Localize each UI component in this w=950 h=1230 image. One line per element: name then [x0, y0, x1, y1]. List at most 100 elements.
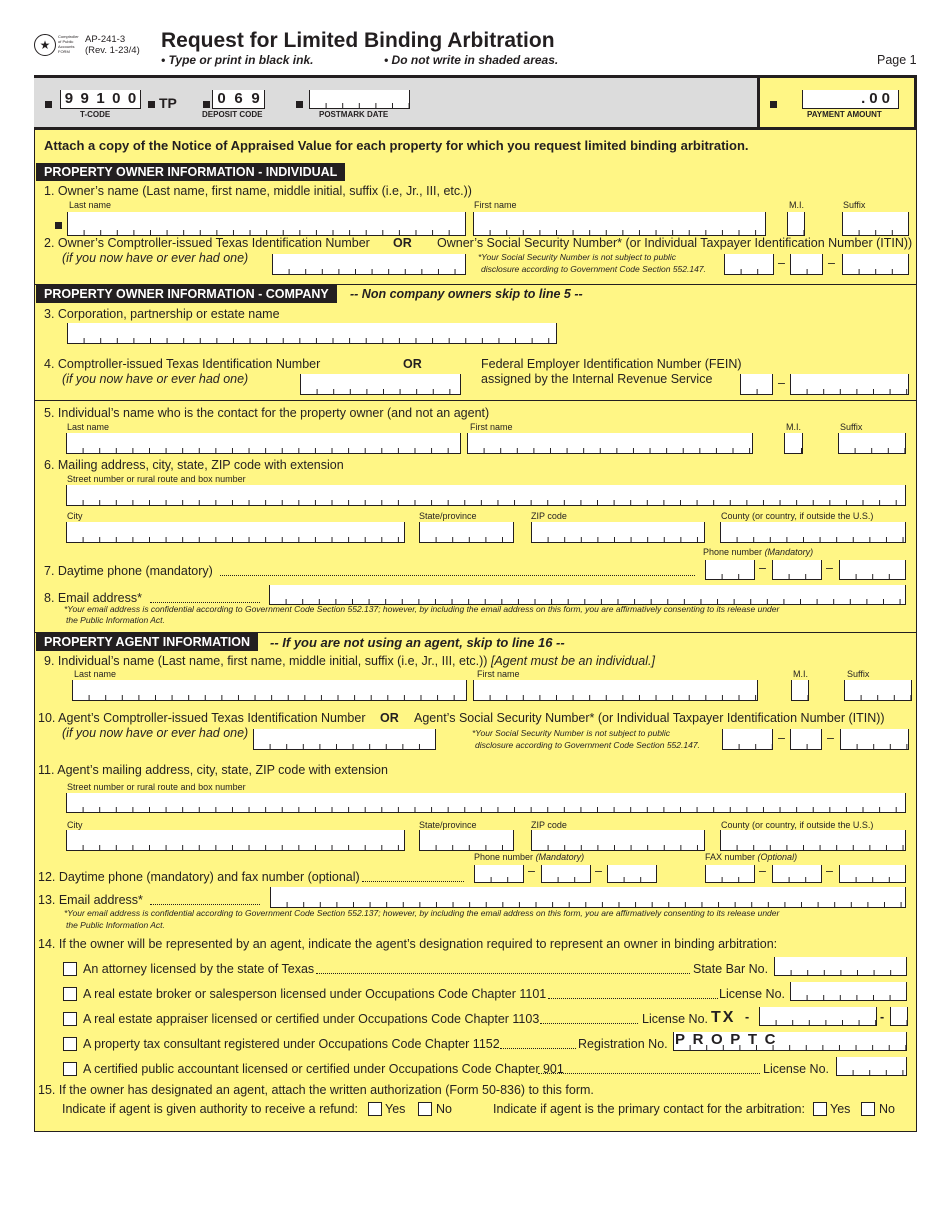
company-texas-id-input[interactable] — [300, 374, 461, 395]
section-header-individual: PROPERTY OWNER INFORMATION - INDIVIDUAL — [36, 163, 346, 181]
zip-label: ZIP code — [531, 820, 567, 830]
corporation-name-input[interactable] — [67, 323, 557, 344]
agent-suffix-input[interactable] — [844, 680, 912, 701]
mi-label: M.I. — [789, 200, 804, 210]
agent-email-input[interactable] — [270, 887, 906, 908]
agent-ssn-part2[interactable] — [790, 729, 822, 750]
agent-fax-area[interactable] — [705, 865, 755, 883]
registration-prefix: PROPTC — [675, 1031, 784, 1048]
contact-mi-input[interactable] — [784, 433, 803, 454]
owner-email-input[interactable] — [269, 585, 906, 605]
mi-label: M.I. — [786, 422, 801, 432]
owner-phone-area[interactable] — [705, 560, 755, 580]
real-estate-broker-checkbox[interactable] — [63, 987, 77, 1001]
refund-no-checkbox[interactable] — [418, 1102, 432, 1116]
agent-last-name-input[interactable] — [72, 680, 467, 701]
fax-label: FAX number (Optional) — [705, 852, 798, 862]
dot-leader — [362, 881, 464, 882]
separator: - — [745, 1010, 750, 1024]
cpa-license-input[interactable] — [836, 1057, 907, 1076]
yes-label: Yes — [830, 1102, 851, 1116]
agent-phone-prefix[interactable] — [541, 865, 591, 883]
line-2-sub: (if you now have or ever had one) — [62, 251, 249, 265]
agent-phone-area[interactable] — [474, 865, 524, 883]
instruction-ink: • Type or print in black ink. — [161, 53, 314, 67]
owner-zip-input[interactable] — [531, 522, 705, 543]
contact-suffix-input[interactable] — [838, 433, 906, 454]
agent-zip-input[interactable] — [531, 830, 705, 851]
owner-mi-input[interactable] — [787, 212, 805, 236]
owner-first-name-input[interactable] — [473, 212, 766, 236]
contact-first-name-input[interactable] — [467, 433, 753, 454]
county-label: County (or country, if outside the U.S.) — [721, 820, 874, 830]
agent-skip-note: -- If you are not using an agent, skip t… — [270, 635, 565, 650]
appraiser-checkbox[interactable] — [63, 1012, 77, 1026]
owner-phone-prefix[interactable] — [772, 560, 822, 580]
owner-ssn-part2[interactable] — [790, 254, 823, 275]
broker-license-input[interactable] — [790, 982, 907, 1001]
owner-last-name-input[interactable] — [67, 212, 466, 236]
appraiser-license-input[interactable] — [759, 1007, 877, 1026]
owner-county-input[interactable] — [720, 522, 906, 543]
agent-county-input[interactable] — [720, 830, 906, 851]
or-label: OR — [393, 236, 412, 250]
dash: – — [778, 376, 785, 390]
first-name-label: First name — [470, 422, 513, 432]
refund-yes-checkbox[interactable] — [368, 1102, 382, 1116]
agent-street-input[interactable] — [66, 793, 906, 813]
agent-city-input[interactable] — [66, 830, 405, 851]
line-4-fein-sub: assigned by the Internal Revenue Service — [481, 372, 713, 386]
attach-note: Attach a copy of the Notice of Appraised… — [44, 138, 749, 153]
agent-first-name-input[interactable] — [473, 680, 758, 701]
first-name-label: First name — [474, 200, 517, 210]
owner-ssn-part1[interactable] — [724, 254, 774, 275]
agent-ssn-part1[interactable] — [722, 729, 773, 750]
appraiser-license-suffix-input[interactable] — [890, 1007, 908, 1026]
agent-fax-prefix[interactable] — [772, 865, 822, 883]
agent-texas-id-input[interactable] — [253, 729, 436, 750]
fein-part1[interactable] — [740, 374, 773, 395]
line-11-label: 11. Agent’s mailing address, city, state… — [38, 763, 388, 777]
owner-suffix-input[interactable] — [842, 212, 909, 236]
dash: – — [826, 561, 833, 575]
or-label: OR — [380, 711, 399, 725]
contact-last-name-input[interactable] — [66, 433, 461, 454]
marker — [296, 101, 303, 108]
line-1-label: 1. Owner’s name (Last name, first name, … — [44, 184, 472, 198]
registration-number-input[interactable] — [673, 1032, 907, 1051]
primary-no-checkbox[interactable] — [861, 1102, 875, 1116]
agent-phone-line[interactable] — [607, 865, 657, 883]
agent-mi-input[interactable] — [791, 680, 809, 701]
payment-amount-label: PAYMENT AMOUNT — [807, 110, 882, 119]
state-bar-number-input[interactable] — [774, 957, 907, 976]
line-6-label: 6. Mailing address, city, state, ZIP cod… — [44, 458, 344, 472]
owner-phone-line[interactable] — [839, 560, 906, 580]
postmark-date-field — [309, 90, 410, 109]
line-12-label: 12. Daytime phone (mandatory) and fax nu… — [38, 870, 360, 884]
dot-leader — [500, 1048, 576, 1049]
owner-state-input[interactable] — [419, 522, 514, 543]
payment-amount-field: .00 — [802, 90, 899, 109]
divider — [34, 400, 917, 401]
owner-texas-id-input[interactable] — [272, 254, 466, 275]
owner-city-input[interactable] — [66, 522, 405, 543]
email-note-2: the Public Information Act. — [66, 920, 165, 930]
fein-part2[interactable] — [790, 374, 909, 395]
first-name-label: First name — [477, 669, 520, 679]
primary-yes-checkbox[interactable] — [813, 1102, 827, 1116]
owner-ssn-part3[interactable] — [842, 254, 909, 275]
line-9-label: 9. Individual’s name (Last name, first n… — [44, 654, 655, 668]
deposit-code-label: DEPOSIT CODE — [202, 110, 263, 119]
attorney-checkbox[interactable] — [63, 962, 77, 976]
tax-consultant-checkbox[interactable] — [63, 1037, 77, 1051]
dash: – — [759, 561, 766, 575]
designation-tax-consultant: A property tax consultant registered und… — [83, 1037, 500, 1051]
marker — [203, 101, 210, 108]
agent-ssn-part3[interactable] — [840, 729, 909, 750]
tp-label: TP — [159, 95, 177, 111]
agent-state-input[interactable] — [419, 830, 514, 851]
owner-street-input[interactable] — [66, 485, 906, 506]
last-name-label: Last name — [69, 200, 112, 210]
cpa-checkbox[interactable] — [63, 1062, 77, 1076]
agent-fax-line[interactable] — [839, 865, 906, 883]
